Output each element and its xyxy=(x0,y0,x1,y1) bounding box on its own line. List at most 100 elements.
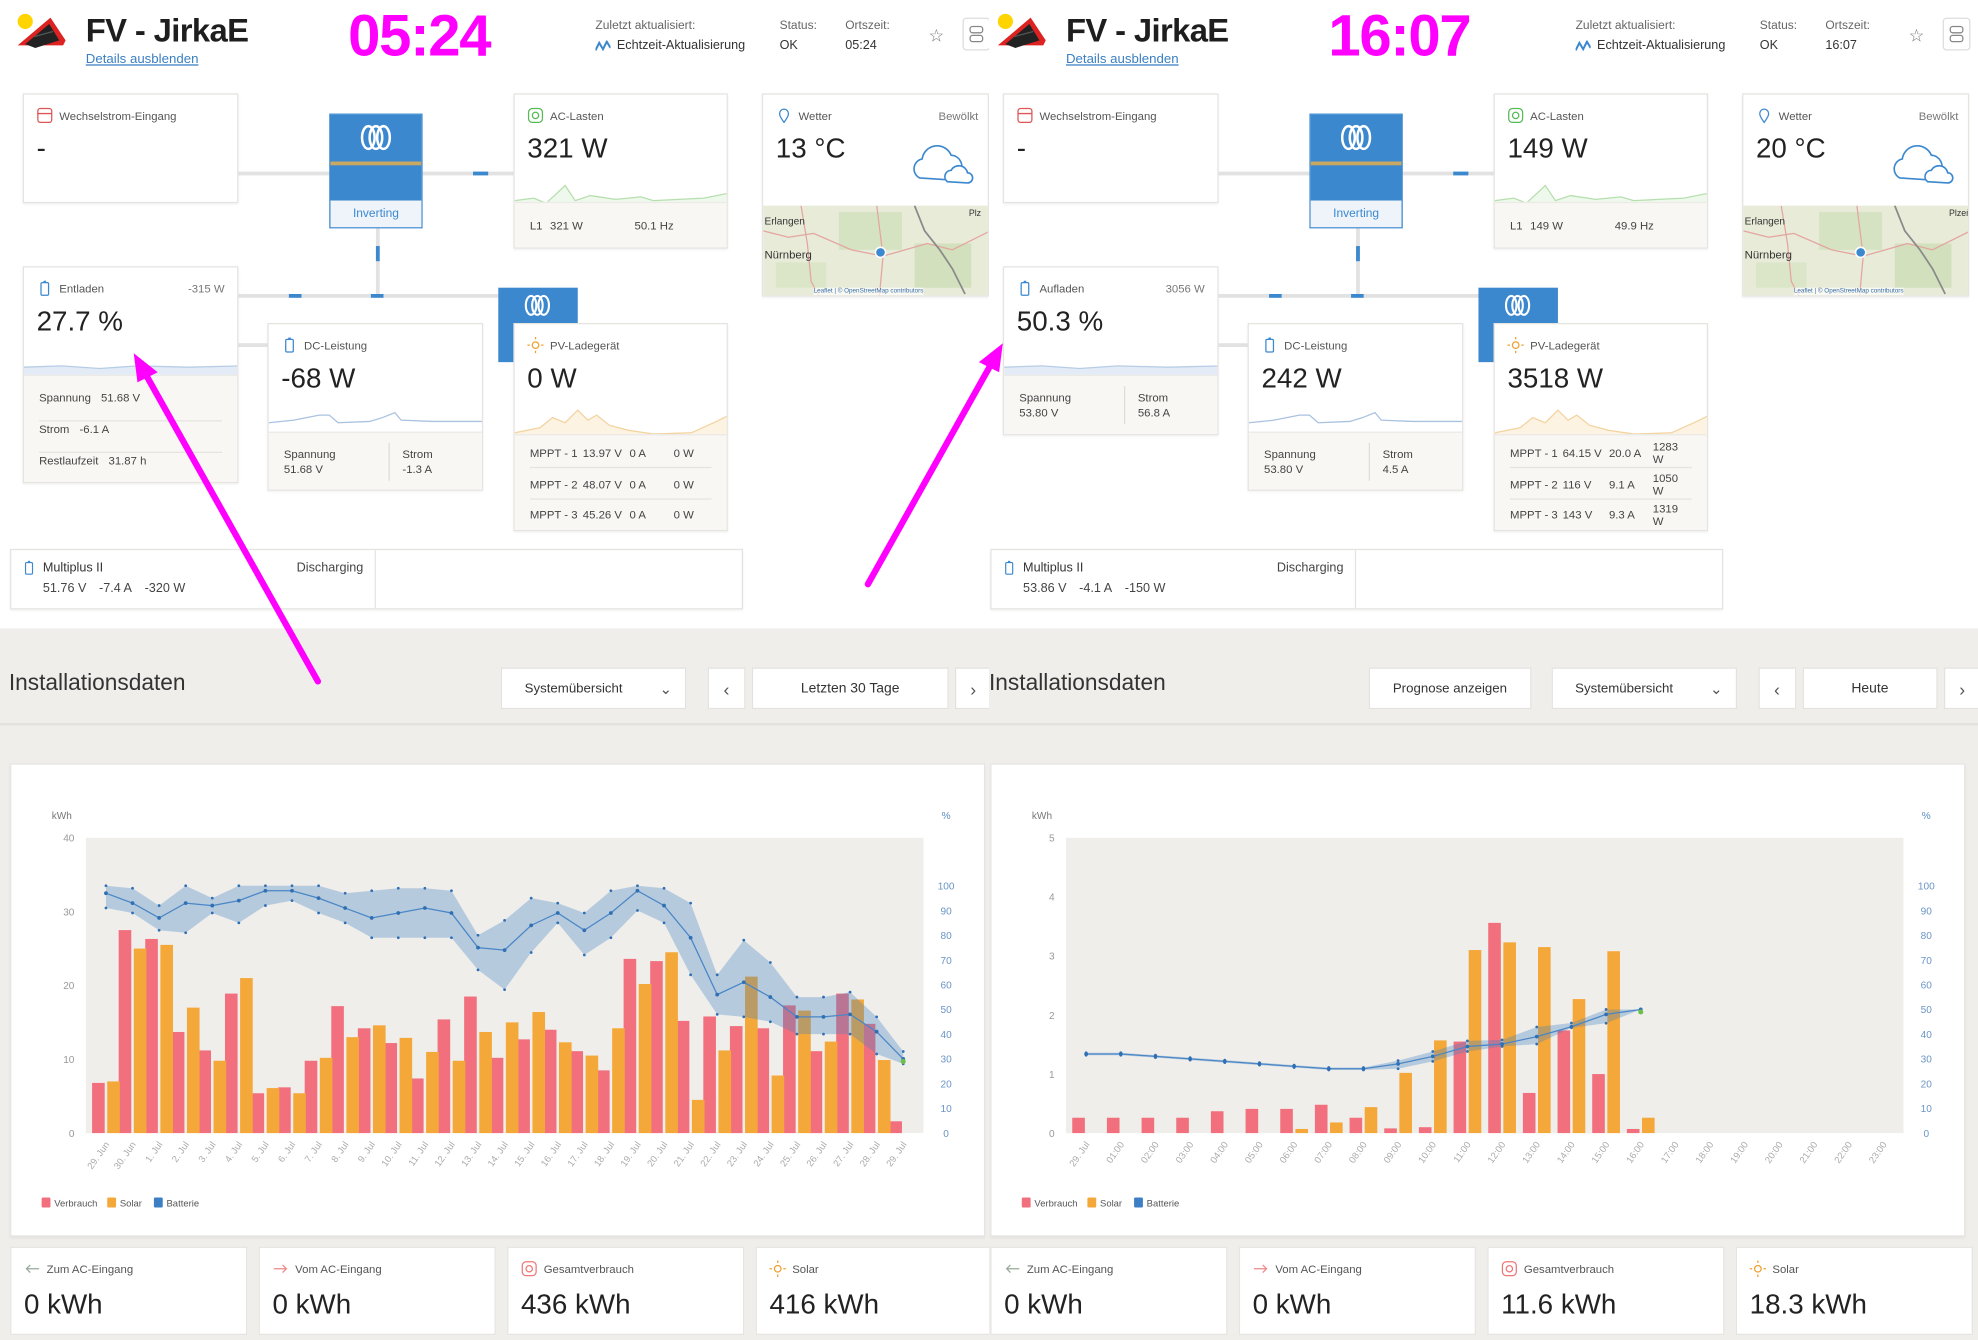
map-attribution-link[interactable]: Leaflet | © OpenStreetMap contributors xyxy=(813,287,924,296)
ac-input-card[interactable]: Wechselstrom-Eingang - xyxy=(1002,93,1219,204)
layout-toggle-button[interactable] xyxy=(962,17,990,51)
installation-chart[interactable]: kWh % 0 10 20 30 40 0 10 20 30 40 50 60 70 80 90 100 29. J… xyxy=(11,765,985,1237)
weather-card[interactable]: Wetter Bewölkt 13 °C Erlangen Nürnberg P… xyxy=(761,93,990,297)
bar-verbrauch xyxy=(304,1060,318,1134)
stat-total-consumption: Gesamtverbrauch 436 kWh xyxy=(507,1246,745,1335)
y2-axis-label: % xyxy=(1922,811,1931,822)
detail-value: 53.80 V xyxy=(1264,463,1304,476)
battery-max-point xyxy=(1500,1038,1504,1042)
legend-label: Batterie xyxy=(167,1198,200,1209)
inverter-block[interactable]: Inverting xyxy=(1309,113,1403,229)
battery-point xyxy=(183,901,188,905)
dc-power-card[interactable]: DC-Leistung 242 W Spannung 53.80 V Strom 4… xyxy=(1247,323,1464,491)
next-period-button[interactable]: › xyxy=(1943,667,1978,710)
x-tick-label: 23. Jul xyxy=(725,1140,750,1169)
bar-solar xyxy=(1642,1117,1655,1134)
forecast-button[interactable]: Prognose anzeigen xyxy=(1368,667,1531,710)
previous-period-button[interactable]: ‹ xyxy=(1758,667,1796,710)
ac-input-value: - xyxy=(1016,132,1026,165)
hide-details-link[interactable]: Details ausblenden xyxy=(1065,51,1179,67)
mppt-voltage: 48.07 V xyxy=(582,477,622,491)
battery-min-point xyxy=(1466,1050,1469,1053)
detail-value: 51.68 V xyxy=(283,463,323,476)
ac-loads-card[interactable]: AC-Lasten 321 W L1 321 W 50.1 Hz xyxy=(513,93,728,249)
battery-max-point xyxy=(1466,1039,1469,1043)
x-tick-label: 3. Jul xyxy=(197,1140,219,1165)
map-label: Erlangen xyxy=(764,215,805,228)
previous-period-button[interactable]: ‹ xyxy=(707,667,746,710)
next-period-button[interactable]: › xyxy=(954,667,990,710)
layout-toggle-button[interactable] xyxy=(1942,17,1971,51)
last-updated-label: Zuletzt aktualisiert: xyxy=(595,18,696,33)
time-annotation: 16:07 xyxy=(1328,2,1471,69)
outlet-icon xyxy=(521,1261,537,1277)
local-time-value: 16:07 xyxy=(1825,39,1857,53)
stat-from-ac-input: Vom AC-Eingang 0 kWh xyxy=(1238,1246,1476,1335)
legend-swatch xyxy=(1134,1197,1143,1208)
pv-charger-card[interactable]: PV-Ladegerät 0 W MPPT - 1 13.97 V 0 A 0 W M… xyxy=(513,323,728,532)
legend-swatch xyxy=(1021,1197,1031,1208)
weather-card[interactable]: Wetter Bewölkt 20 °C Erlangen Nürnberg P… xyxy=(1742,93,1970,297)
dc-value: -68 W xyxy=(281,362,356,394)
bar-verbrauch xyxy=(118,930,132,1134)
multiplus-card[interactable]: Multiplus II Discharging 51.76 V -7.4 A -3… xyxy=(10,548,744,610)
favorite-star-icon[interactable]: ☆ xyxy=(1908,25,1925,46)
battery-min-point xyxy=(503,988,506,992)
battery-range-band xyxy=(1086,1009,1641,1071)
x-tick-label: 07:00 xyxy=(1312,1140,1335,1166)
x-tick-label: 21. Jul xyxy=(672,1140,697,1169)
battery-card[interactable]: Entladen -315 W 27.7 % Spannung 51.68 V S… xyxy=(22,266,239,484)
weather-map[interactable]: Erlangen Nürnberg Plz Leaflet | © OpenSt… xyxy=(763,205,988,296)
battery-card[interactable]: Aufladen 3056 W 50.3 % Spannung 53.80 V S… xyxy=(1002,266,1219,436)
map-label: Plzeň xyxy=(1948,209,1970,219)
stat-value: 11.6 kWh xyxy=(1501,1288,1617,1320)
detail-label: Spannung xyxy=(283,447,336,461)
x-tick-label: 19. Jul xyxy=(619,1140,644,1169)
battery-max-point xyxy=(131,886,134,890)
battery-point xyxy=(555,911,560,915)
map-attribution-link[interactable]: Leaflet | © OpenStreetMap contributors xyxy=(1793,287,1904,296)
ac-input-card[interactable]: Wechselstrom-Eingang - xyxy=(22,93,239,204)
view-select[interactable]: Systemübersicht ⌄ xyxy=(500,667,687,710)
battery-max-point xyxy=(795,995,799,999)
battery-max-point xyxy=(317,884,320,888)
y2-tick-label: 80 xyxy=(1921,931,1933,942)
period-range[interactable]: Letzten 30 Tage xyxy=(751,667,949,710)
dc-sparkline xyxy=(1248,411,1463,424)
battery-min-point xyxy=(715,1012,719,1016)
x-tick-label: 7. Jul xyxy=(303,1140,325,1165)
sun-icon xyxy=(769,1260,786,1277)
period-range[interactable]: Heute xyxy=(1802,667,1938,710)
multiplus-card[interactable]: Multiplus II Discharging 53.86 V -4.1 A -1… xyxy=(990,548,1724,610)
bar-solar xyxy=(1607,951,1620,1134)
battery-min-point xyxy=(396,936,400,940)
multiplus-power: -150 W xyxy=(1124,581,1166,596)
hide-details-link[interactable]: Details ausblenden xyxy=(85,51,199,67)
ac-loads-value: 149 W xyxy=(1507,132,1588,165)
status-value: OK xyxy=(779,39,798,53)
battery-icon xyxy=(1020,280,1030,296)
battery-point xyxy=(476,945,480,950)
favorite-star-icon[interactable]: ☆ xyxy=(928,25,945,46)
pv-charger-card[interactable]: PV-Ladegerät 3518 W MPPT - 1 64.15 V 20.0 … xyxy=(1493,323,1709,532)
battery-power: 3056 W xyxy=(1165,282,1205,296)
y-tick-label: 4 xyxy=(1049,893,1055,904)
battery-min-point xyxy=(476,968,480,972)
weather-map[interactable]: Erlangen Nürnberg Plzeň Leaflet | © Open… xyxy=(1743,205,1970,296)
bar-verbrauch xyxy=(331,1006,344,1134)
battery-max-point xyxy=(396,886,400,890)
multiplus-power: -320 W xyxy=(144,581,186,596)
dc-power-card[interactable]: DC-Leistung -68 W Spannung 51.68 V Strom -… xyxy=(267,323,484,491)
battery-point xyxy=(1430,1054,1435,1059)
battery-min-point xyxy=(1258,1063,1261,1067)
battery-max-point xyxy=(1604,1008,1608,1011)
multiplus-state: Discharging xyxy=(296,561,364,576)
bar-solar xyxy=(1330,1122,1343,1134)
battery-max-point xyxy=(556,901,560,905)
ac-loads-card[interactable]: AC-Lasten 149 W L1 149 W 49.9 Hz xyxy=(1493,93,1709,249)
view-select[interactable]: Systemübersicht ⌄ xyxy=(1551,667,1737,710)
battery-max-point xyxy=(768,961,772,964)
bar-solar xyxy=(293,1093,306,1134)
inverter-block[interactable]: Inverting xyxy=(329,113,423,229)
